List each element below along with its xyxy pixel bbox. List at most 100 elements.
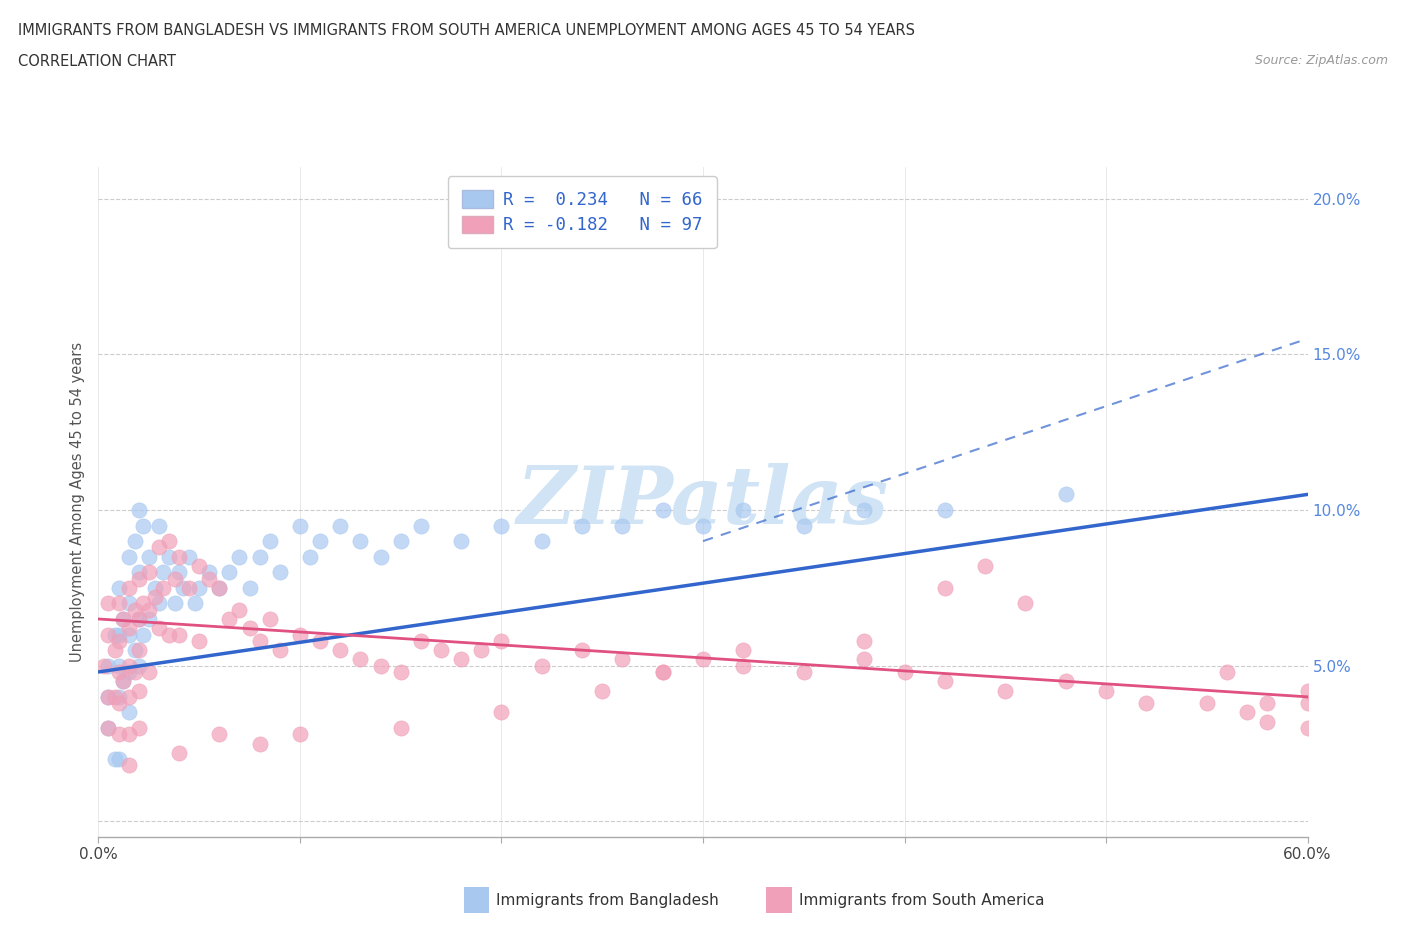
Point bbox=[1296, 684, 1319, 698]
Point bbox=[124, 603, 146, 618]
Point bbox=[329, 518, 352, 533]
Point bbox=[409, 518, 432, 533]
Point bbox=[1135, 696, 1157, 711]
Point bbox=[177, 580, 201, 595]
Point bbox=[491, 633, 513, 648]
Point bbox=[218, 565, 240, 579]
Point bbox=[934, 674, 956, 689]
Point bbox=[218, 612, 240, 627]
Point bbox=[148, 518, 170, 533]
Point bbox=[370, 658, 392, 673]
Point bbox=[228, 550, 250, 565]
Point bbox=[389, 721, 412, 736]
Point bbox=[118, 550, 141, 565]
Point bbox=[299, 550, 322, 565]
Point bbox=[163, 596, 186, 611]
Point bbox=[103, 643, 125, 658]
Point bbox=[143, 590, 166, 604]
Point bbox=[239, 580, 262, 595]
Point bbox=[470, 643, 492, 658]
Point bbox=[198, 571, 221, 586]
Point bbox=[107, 751, 129, 766]
Point bbox=[1054, 674, 1077, 689]
Point bbox=[132, 627, 155, 642]
Point bbox=[370, 550, 392, 565]
Point bbox=[111, 612, 134, 627]
Point bbox=[853, 652, 876, 667]
Point bbox=[288, 627, 311, 642]
Point bbox=[269, 643, 291, 658]
Point bbox=[107, 596, 129, 611]
Point bbox=[107, 627, 129, 642]
Point bbox=[651, 665, 673, 680]
Point bbox=[349, 652, 371, 667]
Point bbox=[309, 633, 332, 648]
Point bbox=[651, 502, 673, 517]
Point bbox=[103, 689, 125, 704]
Point bbox=[853, 502, 876, 517]
Point bbox=[1014, 596, 1036, 611]
Point bbox=[259, 612, 281, 627]
Point bbox=[450, 534, 472, 549]
Point bbox=[389, 534, 412, 549]
Point bbox=[128, 612, 150, 627]
Point bbox=[128, 612, 150, 627]
Point bbox=[177, 550, 201, 565]
Point bbox=[111, 674, 134, 689]
Point bbox=[157, 534, 180, 549]
Point bbox=[934, 502, 956, 517]
Point bbox=[893, 665, 915, 680]
Point bbox=[97, 689, 120, 704]
Point bbox=[167, 565, 190, 579]
Point bbox=[118, 665, 141, 680]
Point bbox=[733, 643, 755, 658]
Point bbox=[138, 603, 160, 618]
Point bbox=[1296, 721, 1319, 736]
Point bbox=[269, 565, 291, 579]
Point bbox=[530, 658, 553, 673]
Point bbox=[249, 737, 271, 751]
Point bbox=[138, 665, 160, 680]
Legend: R =  0.234   N = 66, R = -0.182   N = 97: R = 0.234 N = 66, R = -0.182 N = 97 bbox=[447, 176, 717, 248]
Point bbox=[138, 612, 160, 627]
Point bbox=[1256, 714, 1278, 729]
Point bbox=[329, 643, 352, 658]
Point bbox=[107, 665, 129, 680]
Point bbox=[450, 652, 472, 667]
Point bbox=[128, 658, 150, 673]
Point bbox=[163, 571, 186, 586]
Point bbox=[152, 565, 174, 579]
Point bbox=[591, 684, 613, 698]
Point bbox=[128, 571, 150, 586]
Point bbox=[103, 751, 125, 766]
Point bbox=[228, 603, 250, 618]
Text: IMMIGRANTS FROM BANGLADESH VS IMMIGRANTS FROM SOUTH AMERICA UNEMPLOYMENT AMONG A: IMMIGRANTS FROM BANGLADESH VS IMMIGRANTS… bbox=[18, 23, 915, 38]
Point bbox=[107, 726, 129, 741]
Point bbox=[111, 674, 134, 689]
Point bbox=[118, 580, 141, 595]
Point bbox=[1236, 705, 1258, 720]
Point bbox=[1296, 696, 1319, 711]
Point bbox=[612, 652, 634, 667]
Text: ZIPatlas: ZIPatlas bbox=[517, 463, 889, 541]
Point bbox=[188, 559, 211, 574]
Point bbox=[118, 758, 141, 773]
Point bbox=[571, 518, 593, 533]
Point bbox=[103, 627, 125, 642]
Text: Immigrants from South America: Immigrants from South America bbox=[799, 893, 1045, 908]
Point bbox=[97, 596, 120, 611]
Point bbox=[934, 580, 956, 595]
Point bbox=[111, 612, 134, 627]
Point bbox=[124, 643, 146, 658]
Point bbox=[118, 689, 141, 704]
Point bbox=[167, 627, 190, 642]
Point bbox=[612, 518, 634, 533]
Y-axis label: Unemployment Among Ages 45 to 54 years: Unemployment Among Ages 45 to 54 years bbox=[69, 342, 84, 662]
Point bbox=[491, 518, 513, 533]
Point bbox=[128, 502, 150, 517]
Point bbox=[93, 658, 115, 673]
Point bbox=[124, 534, 146, 549]
Point bbox=[1256, 696, 1278, 711]
Text: CORRELATION CHART: CORRELATION CHART bbox=[18, 54, 176, 69]
Point bbox=[208, 580, 231, 595]
